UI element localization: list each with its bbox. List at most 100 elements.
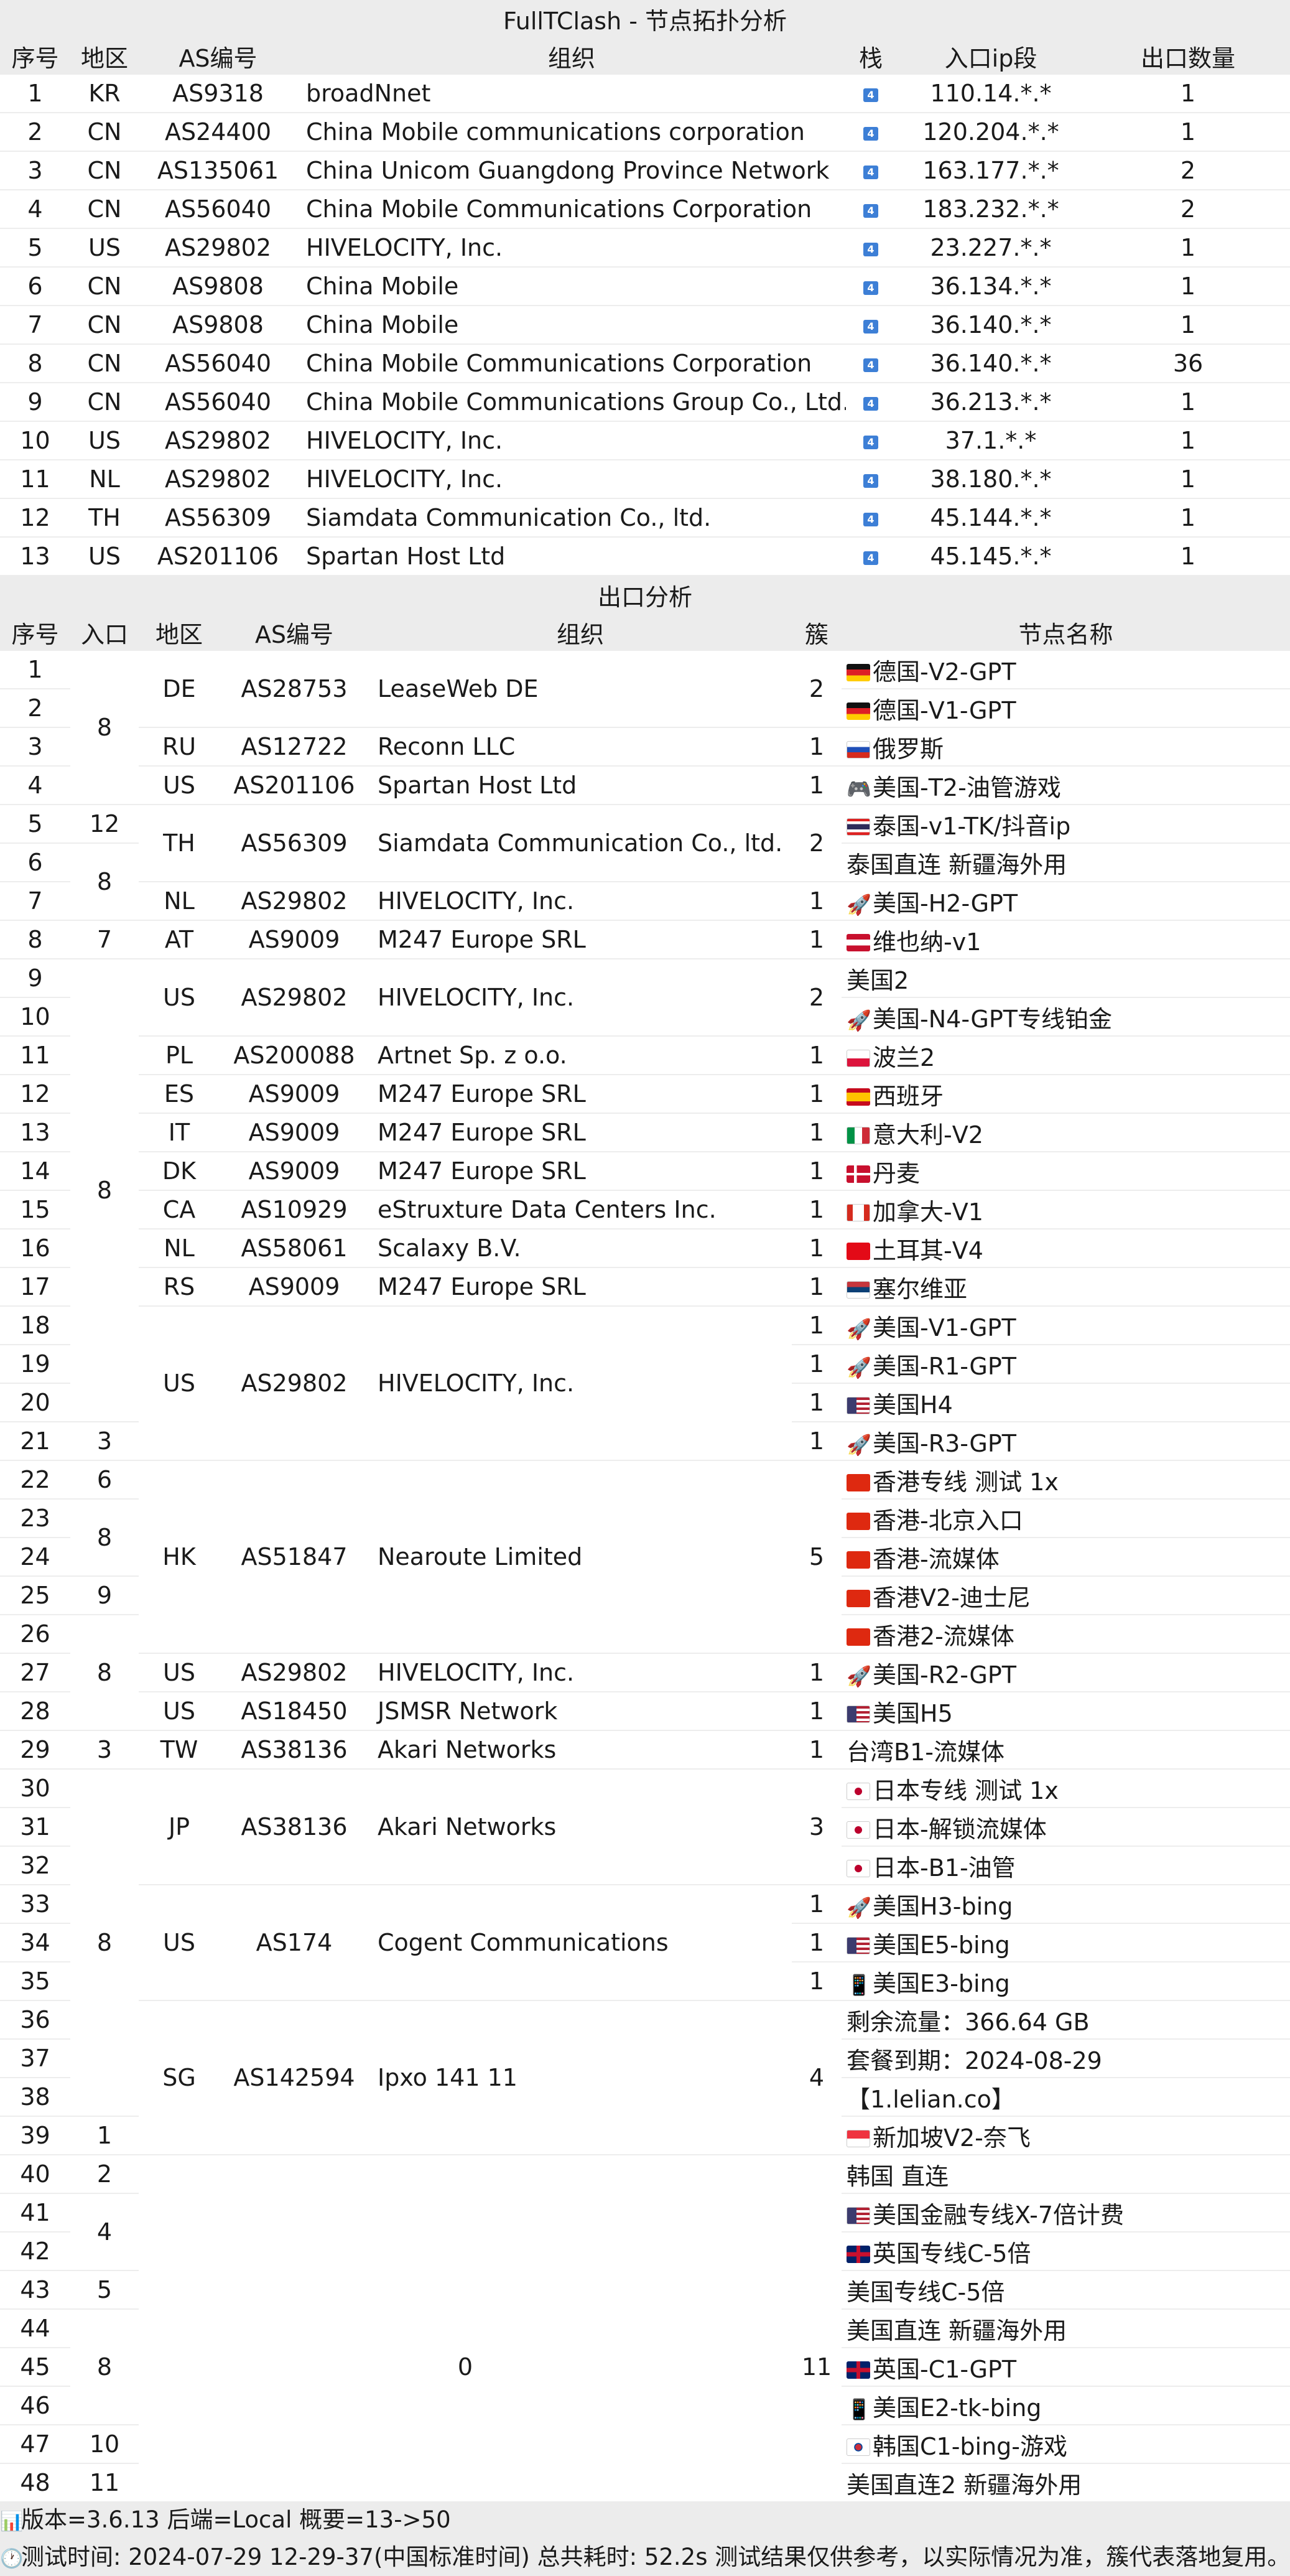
exit-row: 6 8 泰国直连 新疆海外用 — [0, 843, 1290, 921]
hk-flag-icon — [847, 1628, 870, 1646]
node-name: 美国金融专线X-7倍计费 — [873, 2201, 1125, 2229]
bar-chart-icon: 📊 — [0, 2511, 24, 2532]
entry-row: 10 US AS29802 HIVELOCITY, Inc. 4 37.1.*.* 1 — [0, 421, 1290, 460]
entry-ref: 7 — [70, 920, 139, 959]
stack-cell: 4 — [846, 190, 896, 229]
entry-ref: 8 — [70, 1615, 139, 1731]
exit-row: 17 RS AS9009 M247 Europe SRL 1 塞尔维亚 — [0, 1267, 1290, 1307]
header-cell: 节点名称 — [842, 614, 1290, 651]
node-name: 套餐到期：2024-08-29 — [847, 2046, 1102, 2074]
org-cell: M247 Europe SRL — [369, 1267, 792, 1307]
row-index: 10 — [0, 997, 70, 1037]
node-name: 香港2-流媒体 — [873, 1622, 1014, 1650]
node-name: 泰国直连 新疆海外用 — [847, 851, 1067, 879]
node-name: 日本专线 测试 1x — [873, 1776, 1059, 1804]
row-index: 29 — [0, 1730, 70, 1770]
node-name-cell: 韩国 直连 — [842, 2155, 1290, 2194]
exit-section-title: 出口分析 — [0, 576, 1290, 614]
node-name: 美国专线C-5倍 — [847, 2278, 1005, 2306]
exit-row: 24 香港-流媒体 — [0, 1538, 1290, 1577]
header-cell: 地区 — [70, 37, 139, 75]
exit-row: 29 3 TW AS38136 Akari Networks 1 台湾B1-流媒体 — [0, 1730, 1290, 1770]
gb-flag-icon — [847, 2245, 870, 2263]
org-cell: Scalaxy B.V. — [369, 1229, 792, 1268]
ipv4-badge-icon: 4 — [863, 319, 878, 334]
node-name: 香港-北京入口 — [873, 1506, 1023, 1534]
hk-flag-icon — [847, 1551, 870, 1569]
asn-cell: AS9009 — [220, 920, 369, 959]
row-index: 2 — [0, 689, 70, 728]
node-name-cell: 香港专线 测试 1x — [842, 1460, 1290, 1500]
hk-flag-icon — [847, 1512, 870, 1530]
node-name-cell: 🚀美国-R2-GPT — [842, 1653, 1290, 1692]
sg-flag-icon — [847, 2129, 870, 2147]
node-name: 韩国C1-bing-游戏 — [873, 2432, 1068, 2460]
gamepad-icon: 🎮 — [847, 777, 871, 801]
node-name: 意大利-V2 — [873, 1121, 983, 1149]
entry-ip-segment: 120.204.*.* — [896, 113, 1086, 152]
node-name: 波兰2 — [873, 1043, 935, 1071]
region-code: NL — [139, 882, 220, 921]
rocket-icon: 🚀 — [847, 1664, 871, 1688]
asn-cell: AS56309 — [220, 805, 369, 882]
exit-count: 1 — [1086, 383, 1290, 422]
node-name-cell: 剩余流量：366.64 GB — [842, 2000, 1290, 2040]
asn-cell: AS29802 — [139, 421, 297, 460]
stack-cell: 4 — [846, 537, 896, 576]
row-index: 11 — [0, 460, 70, 499]
stack-cell: 4 — [846, 306, 896, 345]
cluster-count: 1 — [792, 1229, 842, 1268]
header-cell: 簇 — [792, 614, 842, 651]
row-index: 30 — [0, 1769, 70, 1808]
row-index: 43 — [0, 2270, 70, 2310]
region-code: TH — [139, 805, 220, 882]
node-name-cell: 韩国C1-bing-游戏 — [842, 2425, 1290, 2464]
entry-ip-segment: 36.140.*.* — [896, 344, 1086, 383]
asn-cell: AS9318 — [139, 75, 297, 113]
row-index: 23 — [0, 1499, 70, 1538]
entry-row: 6 CN AS9808 China Mobile 4 36.134.*.* 1 — [0, 267, 1290, 306]
exit-row: 28 US AS18450 JSMSR Network 1 美国H5 — [0, 1692, 1290, 1731]
node-name: 香港专线 测试 1x — [873, 1468, 1059, 1496]
org-cell: Siamdata Communication Co., ltd. — [297, 498, 846, 538]
ipv4-badge-icon: 4 — [863, 435, 878, 449]
region-code: US — [70, 421, 139, 460]
node-name-cell: 📱美国E2-tk-bing — [842, 2386, 1290, 2425]
entry-ref: 10 — [70, 2425, 139, 2464]
node-name: 美国H3-bing — [873, 1892, 1013, 1920]
asn-cell: AS201106 — [139, 537, 297, 576]
stack-cell: 4 — [846, 344, 896, 383]
rocket-icon: 🚀 — [847, 1008, 871, 1032]
org-cell: Spartan Host Ltd — [297, 537, 846, 576]
cluster-count: 3 — [792, 1769, 842, 1885]
asn-cell: AS9009 — [220, 1152, 369, 1191]
region-code: NL — [70, 460, 139, 499]
entry-row: 3 CN AS135061 China Unicom Guangdong Provin… — [0, 151, 1290, 190]
row-index: 6 — [0, 267, 70, 306]
node-name: 美国-N4-GPT专线铂金 — [873, 1005, 1112, 1033]
exit-count: 1 — [1086, 498, 1290, 538]
region-code: KR — [70, 75, 139, 113]
exit-count: 1 — [1086, 228, 1290, 268]
header-cell: 组织 — [369, 614, 792, 651]
asn-cell: AS12722 — [220, 727, 369, 767]
node-name-cell: 德国-V2-GPT — [842, 651, 1290, 689]
exit-row: 31 日本-解锁流媒体 — [0, 1808, 1290, 1847]
entry-ref: 12 — [70, 805, 139, 844]
hk-flag-icon — [847, 1589, 870, 1607]
row-index: 9 — [0, 383, 70, 422]
row-index: 39 — [0, 2116, 70, 2155]
node-name-cell: 泰国直连 新疆海外用 — [842, 843, 1290, 882]
entry-ip-segment: 23.227.*.* — [896, 228, 1086, 268]
asn-cell: AS29802 — [139, 460, 297, 499]
asn-cell: AS200088 — [220, 1036, 369, 1075]
exit-row: 7 NL AS29802 HIVELOCITY, Inc. 1 🚀美国-H2-GPT — [0, 882, 1290, 921]
node-name: 美国-R1-GPT — [873, 1352, 1016, 1380]
node-name-cell: 日本-解锁流媒体 — [842, 1808, 1290, 1847]
row-index: 3 — [0, 151, 70, 190]
node-name: 【1.lelian.co】 — [847, 2085, 1015, 2113]
row-index: 9 — [0, 959, 70, 998]
asn-cell: AS51847 — [220, 1460, 369, 1654]
node-name-cell: 俄罗斯 — [842, 727, 1290, 767]
node-name-cell: 台湾B1-流媒体 — [842, 1730, 1290, 1770]
